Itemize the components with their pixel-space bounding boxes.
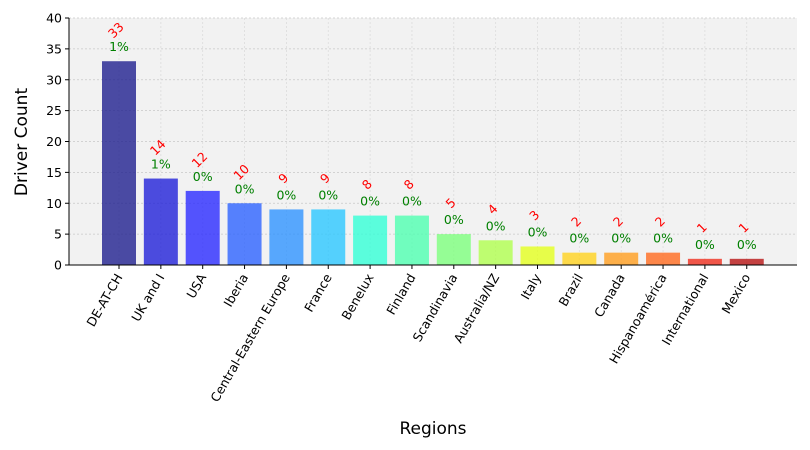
percent-label: 0%: [276, 187, 296, 202]
percent-label: 0%: [528, 224, 548, 239]
percent-label: 0%: [653, 231, 673, 246]
x-tick-label: Benelux: [338, 271, 376, 322]
y-tick-label: 20: [46, 134, 62, 149]
y-tick-label: 5: [54, 227, 62, 242]
bar-iberia: [227, 203, 262, 265]
bar-de-at-ch: [102, 61, 136, 265]
x-tick-label: Canada: [591, 271, 628, 320]
percent-label: 0%: [444, 212, 464, 227]
x-tick-label: France: [301, 271, 335, 315]
percent-label: 1%: [151, 157, 171, 172]
bar-finland: [394, 215, 429, 265]
bar-uk-and-i: [143, 178, 178, 265]
x-tick-label: USA: [183, 271, 209, 301]
x-tick-label: Mexico: [719, 271, 754, 316]
bar-mexico: [729, 258, 764, 265]
y-tick-label: 25: [46, 103, 62, 118]
y-tick-label: 30: [46, 72, 62, 87]
y-tick-label: 40: [46, 11, 62, 26]
x-axis-ticks: DE-AT-CH UK and I USA IberiaCentral-Eastern…: [83, 265, 753, 404]
percent-label: 0%: [569, 231, 589, 246]
percent-label: 0%: [695, 237, 715, 252]
percent-label: 0%: [402, 194, 422, 209]
percent-label: 0%: [360, 194, 380, 209]
x-tick-label: UK and I: [128, 271, 167, 324]
bar-italy: [520, 246, 555, 265]
bar-usa: [185, 190, 220, 265]
bar-france: [311, 209, 346, 265]
bar-brazil: [562, 252, 597, 265]
bar-hispanoam-rica: [646, 252, 681, 265]
bar-scandinavia: [436, 234, 471, 265]
bar-international: [687, 258, 722, 265]
y-axis-ticks: 0 5 10 15 20 25 30 35 40: [46, 11, 69, 273]
x-tick-label: DE-AT-CH: [83, 271, 125, 329]
bar-australia-nz: [478, 240, 513, 265]
y-tick-label: 10: [46, 196, 62, 211]
x-tick-label: Iberia: [220, 271, 251, 309]
percent-label: 0%: [611, 231, 631, 246]
bar-benelux: [353, 215, 388, 265]
y-tick-label: 15: [46, 165, 62, 180]
x-tick-label: Brazil: [556, 271, 586, 309]
x-tick-label: Australia/NZ: [451, 271, 503, 346]
y-tick-label: 0: [54, 258, 62, 273]
x-tick-label: Italy: [518, 270, 545, 302]
x-tick-label: Finland: [383, 271, 418, 317]
percent-label: 0%: [318, 187, 338, 202]
y-axis-title: Driver Count: [12, 88, 32, 197]
y-tick-label: 35: [46, 41, 62, 56]
x-axis-title: Regions: [399, 419, 466, 439]
percent-label: 0%: [193, 169, 213, 184]
bars: [102, 61, 764, 265]
percent-label: 0%: [737, 237, 757, 252]
percent-label: 0%: [235, 181, 255, 196]
bar-canada: [604, 252, 639, 265]
percent-label: 0%: [486, 218, 506, 233]
percent-label: 1%: [109, 39, 129, 54]
bar-central-eastern-europe: [269, 209, 304, 265]
x-tick-label: Central-Eastern Europe: [207, 271, 293, 405]
